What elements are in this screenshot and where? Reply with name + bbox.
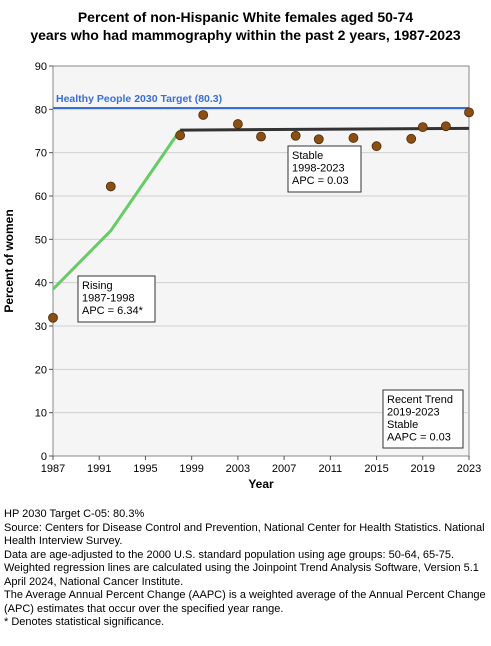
- data-point: [348, 133, 359, 143]
- target-label: Healthy People 2030 Target (80.3): [56, 93, 222, 105]
- annotation-line: Rising: [82, 280, 113, 292]
- x-tick-label: 2003: [226, 463, 250, 475]
- annotation-line: APC = 0.03: [292, 175, 349, 187]
- data-point: [256, 131, 266, 142]
- y-tick-label: 10: [35, 408, 47, 420]
- data-point: [417, 122, 428, 132]
- y-tick-label: 20: [35, 364, 47, 376]
- y-tick-label: 90: [35, 61, 47, 73]
- data-points: [48, 107, 474, 323]
- y-tick-label: 80: [35, 104, 47, 116]
- data-point: [48, 312, 58, 323]
- axes: 0 10 20 30 40 50 60 70 80 90 1987 1991 1995 1999 2003 2…: [35, 61, 481, 475]
- data-point: [464, 107, 474, 118]
- annotation-line: Stable: [387, 419, 418, 431]
- x-tick-label: 1995: [133, 463, 157, 475]
- annotation-line: 2019-2023: [387, 407, 440, 419]
- footnote-source: Source: Centers for Disease Control and …: [4, 521, 485, 548]
- chart-title-line-1: Percent of non-Hispanic White females ag…: [77, 9, 414, 25]
- footnote-target: HP 2030 Target C-05: 80.3%: [4, 508, 145, 520]
- y-tick-label: 50: [35, 234, 47, 246]
- y-tick-label: 30: [35, 321, 47, 333]
- data-point: [105, 181, 116, 192]
- data-point: [406, 133, 417, 144]
- y-tick-label: 40: [35, 278, 47, 290]
- x-tick-label: 2011: [319, 463, 343, 475]
- footnote-joinpoint: Weighted regression lines are calculated…: [4, 562, 479, 588]
- annotation-frame: [287, 145, 362, 193]
- annotation-line: Stable: [292, 150, 323, 162]
- data-point: [313, 134, 324, 145]
- x-axis-label: Year: [248, 477, 274, 491]
- data-point: [232, 119, 243, 129]
- footnote-significance: * Denotes statistical significance.: [4, 616, 165, 628]
- annotation-line: 1987-1998: [82, 293, 135, 305]
- mammography-trend-chart: 0 10 20 30 40 50 60 70 80 90 1987 1991 1995 1999 2003 2…: [2, 61, 481, 491]
- x-tick-label: 2019: [411, 463, 435, 475]
- annotation-line: Recent Trend: [387, 394, 453, 406]
- annotation-line: 1998-2023: [292, 163, 345, 175]
- x-tick-label: 1999: [179, 463, 203, 475]
- data-point: [371, 141, 382, 152]
- data-point: [198, 110, 209, 120]
- data-point: [440, 121, 451, 132]
- target-line-group: Healthy People 2030 Target (80.3): [53, 93, 469, 110]
- trend-line: [51, 129, 182, 291]
- footnotes: HP 2030 Target C-05: 80.3% Source: Cente…: [4, 508, 489, 630]
- x-tick-label: 1991: [87, 463, 111, 475]
- y-axis-label: Percent of women: [2, 209, 16, 312]
- annotation-line: APC = 6.34*: [82, 305, 144, 317]
- footnote-age-adjustment: Data are age-adjusted to the 2000 U.S. s…: [4, 548, 455, 561]
- chart-title-line-2: years who had mammography within the pas…: [30, 27, 461, 43]
- annotation-frame: [382, 389, 464, 449]
- annotation-frame: [77, 275, 156, 323]
- data-point: [175, 130, 186, 141]
- x-tick-label: 2023: [457, 463, 481, 475]
- y-tick-label: 70: [35, 148, 47, 160]
- data-point: [290, 130, 301, 141]
- x-tick-label: 1987: [41, 463, 65, 475]
- x-tick-label: 2015: [364, 463, 388, 475]
- footnote-aapc: The Average Annual Percent Change (AAPC)…: [4, 589, 486, 615]
- chart-title: Percent of non-Hispanic White females ag…: [0, 8, 491, 44]
- annotation-line: AAPC = 0.03: [387, 432, 451, 444]
- x-tick-label: 2007: [272, 463, 296, 475]
- y-tick-label: 60: [35, 191, 47, 203]
- y-tick-label: 0: [41, 451, 47, 463]
